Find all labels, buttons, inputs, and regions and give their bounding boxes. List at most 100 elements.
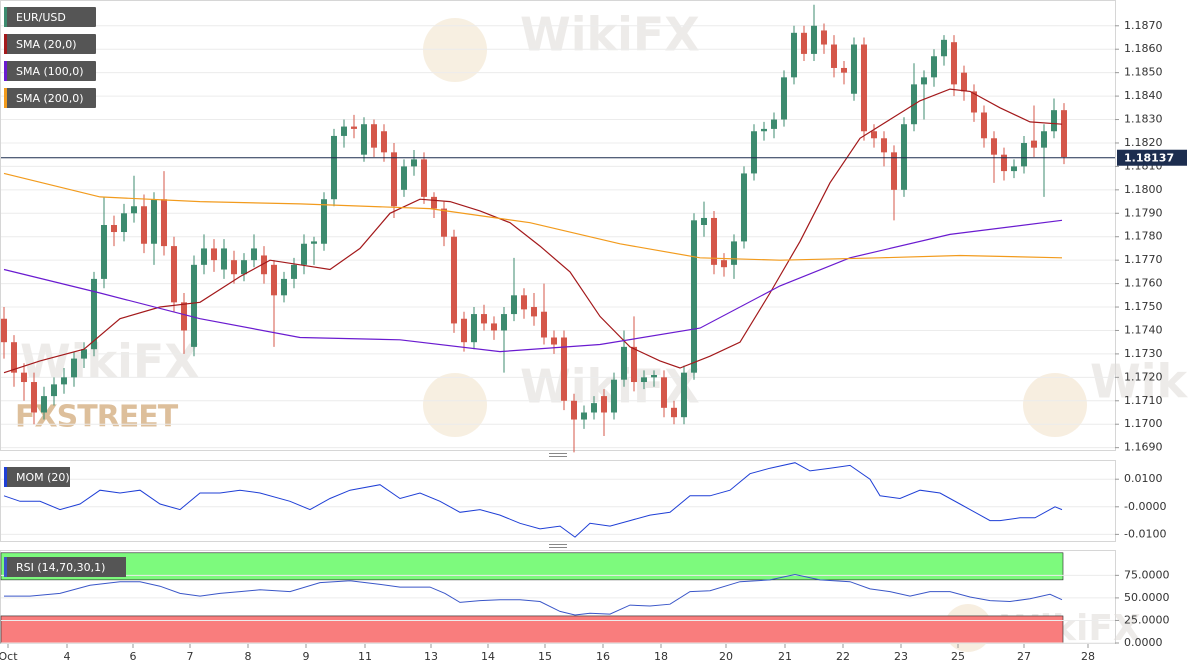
candle-body bbox=[441, 208, 447, 237]
y-tick-label: 75.0000 bbox=[1124, 568, 1170, 581]
candle-body bbox=[321, 199, 327, 244]
candle-body bbox=[361, 124, 367, 155]
candle-body bbox=[401, 166, 407, 190]
candle-body bbox=[131, 206, 137, 214]
watermark-logo bbox=[1023, 373, 1087, 437]
legend-swatch bbox=[4, 34, 7, 54]
candle-body bbox=[301, 243, 307, 265]
y-tick-label: 50.0000 bbox=[1124, 591, 1170, 604]
candle-body bbox=[371, 124, 377, 148]
legend-label: MOM (20) bbox=[16, 471, 70, 484]
candle-body bbox=[971, 91, 977, 113]
y-tick-label: 1.1800 bbox=[1124, 183, 1163, 196]
candle-body bbox=[1001, 154, 1007, 172]
watermark: WikiFX bbox=[20, 335, 200, 389]
sma-line bbox=[3, 219, 1063, 353]
candle-body bbox=[1041, 131, 1047, 148]
candle-body bbox=[61, 377, 67, 385]
y-tick-label: 0.0100 bbox=[1124, 472, 1163, 485]
candle-body bbox=[921, 77, 927, 85]
y-tick-label: 1.1830 bbox=[1124, 113, 1163, 126]
candle-body bbox=[391, 152, 397, 207]
watermarks: WikiFX WikiFX WikiFX WikiFX WikiFX bbox=[20, 8, 1190, 652]
legend-box bbox=[4, 88, 96, 108]
candle-body bbox=[141, 206, 147, 244]
x-tick-label: 16 bbox=[596, 650, 610, 663]
x-tick-label: 20 bbox=[719, 650, 733, 663]
candle-body bbox=[121, 213, 127, 233]
legend-item: EUR/USD bbox=[4, 7, 96, 27]
candle-body bbox=[341, 126, 347, 136]
candle-body bbox=[781, 77, 787, 120]
x-tick-label: 11 bbox=[358, 650, 372, 663]
y-tick-label: 1.1710 bbox=[1124, 394, 1163, 407]
candle-body bbox=[841, 67, 847, 73]
candle-body bbox=[51, 384, 57, 397]
x-tick-label: 13 bbox=[424, 650, 438, 663]
candle-body bbox=[811, 25, 817, 54]
candle-body bbox=[181, 302, 187, 331]
candle-body bbox=[11, 342, 17, 373]
candle-body bbox=[1021, 142, 1027, 167]
legend-item: SMA (100,0) bbox=[4, 61, 96, 81]
legend-swatch bbox=[4, 557, 7, 577]
candle-body bbox=[551, 337, 557, 345]
candle-body bbox=[471, 314, 477, 343]
y-tick-label: 1.1840 bbox=[1124, 89, 1163, 102]
candle-body bbox=[421, 159, 427, 197]
panel-resize-handle[interactable] bbox=[549, 453, 567, 457]
legend-label: RSI (14,70,30,1) bbox=[16, 561, 105, 574]
legend-item: RSI (14,70,30,1) bbox=[4, 557, 126, 577]
candle-body bbox=[191, 264, 197, 347]
candle-body bbox=[41, 396, 47, 413]
candle-body bbox=[961, 72, 967, 92]
legend-box bbox=[4, 7, 96, 27]
indicator-line bbox=[4, 573, 1063, 616]
candle-body bbox=[691, 220, 697, 373]
candle-body bbox=[641, 377, 647, 383]
candle-body bbox=[871, 131, 877, 139]
candle-body bbox=[1031, 140, 1037, 148]
candle-body bbox=[81, 349, 87, 359]
y-tick-label: 1.1690 bbox=[1124, 441, 1163, 454]
legend-swatch bbox=[4, 88, 7, 108]
y-tick-label: 1.1720 bbox=[1124, 370, 1163, 383]
candle-body bbox=[1011, 166, 1017, 172]
candle-body bbox=[981, 112, 987, 139]
legend-label: SMA (100,0) bbox=[16, 65, 84, 78]
panel-resize-handle[interactable] bbox=[549, 544, 567, 548]
candle-body bbox=[311, 241, 317, 244]
candle-body bbox=[411, 159, 417, 167]
current-price-label: 1.18137 bbox=[1124, 152, 1174, 165]
y-tick-label: 1.1770 bbox=[1124, 253, 1163, 266]
candle-body bbox=[731, 241, 737, 265]
x-tick-label: 7 bbox=[187, 650, 194, 663]
candle-body bbox=[761, 128, 767, 132]
candle-body bbox=[901, 124, 907, 190]
candle-body bbox=[461, 318, 467, 343]
candle-body bbox=[711, 217, 717, 265]
sma-line bbox=[3, 88, 1063, 374]
y-tick-label: 1.1850 bbox=[1124, 66, 1163, 79]
candle-body bbox=[741, 173, 747, 242]
candle-body bbox=[601, 396, 607, 413]
candle-body bbox=[271, 264, 277, 296]
candle-body bbox=[531, 307, 537, 317]
y-tick-label: 1.1860 bbox=[1124, 42, 1163, 55]
indicator-line bbox=[3, 462, 1063, 538]
sma-line bbox=[3, 172, 1063, 261]
candle-body bbox=[801, 32, 807, 54]
candle-body bbox=[91, 278, 97, 350]
legend-swatch bbox=[4, 467, 7, 487]
legend-box bbox=[4, 557, 126, 577]
candle-body bbox=[891, 152, 897, 190]
x-tick-label: 18 bbox=[654, 650, 668, 663]
legend-box bbox=[4, 467, 70, 487]
y-tick-label: 25.0000 bbox=[1124, 613, 1170, 626]
candle-body bbox=[791, 32, 797, 78]
current-price-box bbox=[1117, 149, 1187, 166]
candle-body bbox=[701, 217, 707, 225]
x-tick-label: 21 bbox=[778, 650, 792, 663]
candle-body bbox=[251, 248, 257, 261]
